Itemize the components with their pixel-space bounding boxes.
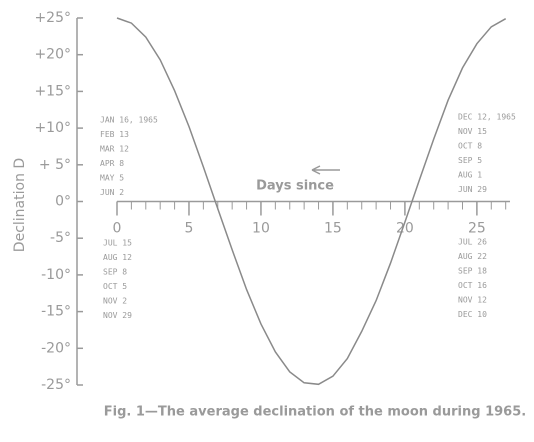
date-label: NOV 12 [458,296,487,305]
date-label: JAN 16, 1965 [100,116,158,125]
y-tick-label: + 5° [39,157,71,173]
date-label: MAY 5 [100,174,124,183]
caption: Fig. 1—The average declination of the mo… [104,405,526,420]
y-tick-label: +25° [34,10,71,26]
date-label: JUN 29 [458,185,487,194]
x-tick-label: 10 [252,221,270,237]
date-label: AUG 1 [458,171,482,180]
date-label: MAR 12 [100,145,129,154]
date-label: OCT 5 [103,282,127,291]
y-tick-label: -20° [41,340,71,356]
date-label: JUL 26 [458,238,487,247]
date-label: NOV 15 [458,127,487,136]
y-tick-label: +15° [34,83,71,99]
x-tick-label: 5 [185,221,194,237]
date-label: NOV 29 [103,311,132,320]
x-tick-label: 0 [113,221,122,237]
date-label: SEP 18 [458,267,487,276]
y-tick-label: 0° [55,194,71,210]
date-label: JUL 15 [103,239,132,248]
date-label: APR 8 [100,159,124,168]
date-label: JUN 2 [100,188,124,197]
y-tick-label: +20° [34,47,71,63]
y-tick-label: -25° [41,377,71,393]
x-tick-label: 25 [468,221,486,237]
y-tick-label: +10° [34,120,71,136]
declination-curve [116,17,507,386]
date-label: AUG 22 [458,252,487,261]
date-label: OCT 16 [458,281,487,290]
date-label: DEC 12, 1965 [458,113,516,122]
arrow [311,165,340,175]
y-tick-label: -15° [41,304,71,320]
x-axis-label: Days since [256,179,334,194]
x-tick-label: 15 [324,221,342,237]
y-tick-label: -5° [50,230,71,246]
x-tick-label: 20 [396,221,414,237]
date-label: AUG 12 [103,253,132,262]
date-label: NOV 2 [103,297,127,306]
date-label: FEB 13 [100,130,129,139]
date-label: OCT 8 [458,142,482,151]
date-label: DEC 10 [458,310,487,319]
y-axis-label: Declination D [12,158,28,252]
y-tick-label: -10° [41,267,71,283]
date-label: SEP 5 [458,156,482,165]
date-label: SEP 8 [103,268,127,277]
